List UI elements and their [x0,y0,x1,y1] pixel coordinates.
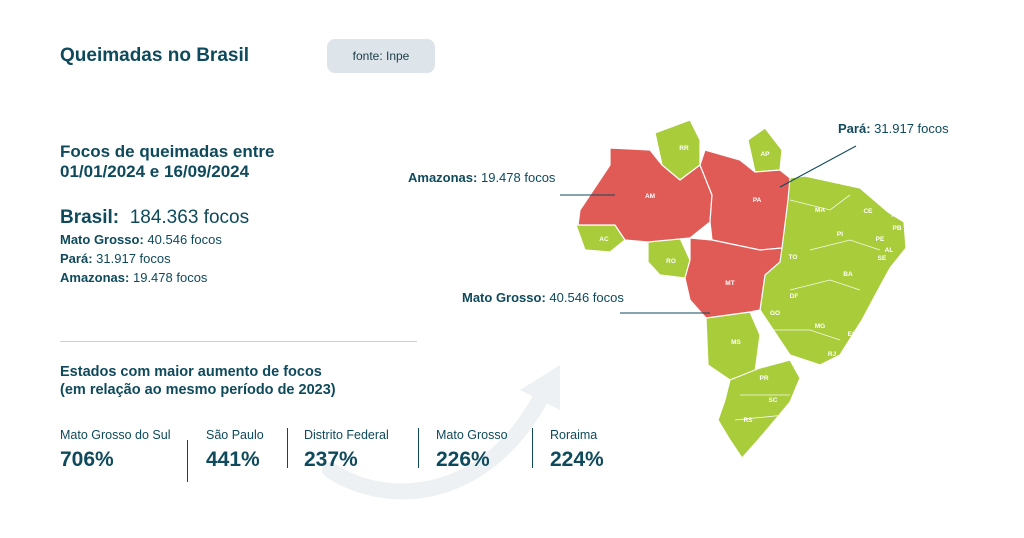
callout-value: 19.478 focos [480,170,556,185]
label-sc: SC [768,397,777,404]
increase-value: 224% [550,448,604,471]
stat-separator [287,428,288,468]
source-badge: fonte: Inpe [327,39,435,73]
increase-value: 226% [436,448,490,471]
state-south [717,359,801,459]
brazil-map: RR AP AM PA AC RO MT MA PI CE RN PB PE A… [560,119,907,459]
state-value: 40.546 focos [147,232,222,247]
page-title: Queimadas no Brasil [60,45,250,66]
state-ms [705,311,761,381]
label-rn: RN [891,212,901,219]
label-ce: CE [863,208,873,215]
increase-title-line1: Estados com maior aumento de focos [60,364,322,380]
divider [60,341,417,342]
label-al: AL [885,247,894,254]
state-name: Amazonas: [60,270,130,285]
state-value: 19.478 focos [132,270,208,285]
callout-amazonas: Amazonas: 19.478 focos [408,170,555,185]
callout-value: 40.546 focos [549,290,624,305]
state-borders [734,194,881,421]
callout-line-para [779,145,857,188]
increase-state: Distrito Federal [304,428,389,442]
callout-mato-grosso: Mato Grosso: 40.546 focos [462,290,624,305]
label-mg: MG [815,323,825,330]
label-ba: BA [843,271,853,278]
label-mt: MT [725,280,734,287]
increase-state: Mato Grosso do Sul [60,428,171,442]
state-mt [684,237,783,319]
label-pr: PR [759,375,768,382]
increase-item-sao-paulo: São Paulo 441% [206,428,264,472]
label-rs: RS [743,417,753,424]
stat-separator [532,428,533,468]
stat-separator [418,428,419,468]
label-pb: PB [892,225,901,232]
summary-state-amazonas: Amazonas: 19.478 focos [60,270,207,285]
stat-separator [187,440,188,482]
increase-item-mato-grosso: Mato Grosso 226% [436,428,508,472]
state-name: Mato Grosso: [60,232,144,247]
state-pa [699,149,791,251]
label-pi: PI [837,231,843,238]
label-to: TO [789,254,798,261]
brasil-total: Brasil: 184.363 focos [60,207,249,229]
summary-state-mato-grosso: Mato Grosso: 40.546 focos [60,232,222,247]
callout-name: Amazonas: [408,170,478,185]
summary-title-line1: Focos de queimadas entre [60,142,275,161]
label-ro: RO [666,258,676,265]
increase-title: Estados com maior aumento de focos (em r… [60,363,336,399]
label-am: AM [645,193,655,200]
label-se: SE [878,255,887,262]
label-es: ES [848,331,857,338]
summary-title: Focos de queimadas entre 01/01/2024 e 16… [60,142,274,182]
label-rj: RJ [828,351,837,358]
callout-para: Pará: 31.917 focos [838,121,949,136]
increase-item-distrito-federal: Distrito Federal 237% [304,428,389,472]
increase-value: 706% [60,448,114,471]
label-pa: PA [753,197,762,204]
summary-title-line2: 01/01/2024 e 16/09/2024 [60,162,250,181]
label-ac: AC [599,236,609,243]
callout-value: 31.917 focos [874,121,949,136]
state-value: 31.917 focos [96,251,171,266]
state-ap [747,127,783,173]
label-rr: RR [679,145,689,152]
label-df: DF [790,293,799,300]
increase-state: Roraima [550,428,598,442]
callout-name: Pará: [838,121,871,136]
label-ma: MA [815,207,825,214]
increase-item-mato-grosso-do-sul: Mato Grosso do Sul 706% [60,428,170,472]
callout-name: Mato Grosso: [462,290,546,305]
brasil-value: 184.363 focos [129,207,250,228]
increase-state: Mato Grosso [436,428,508,442]
increase-item-roraima: Roraima 224% [550,428,604,472]
label-ap: AP [760,151,770,158]
increase-value: 441% [206,448,260,471]
label-pe: PE [876,236,885,243]
label-sp: SP [783,355,792,362]
label-ms: MS [731,339,741,346]
summary-state-para: Pará: 31.917 focos [60,251,171,266]
increase-title-line2: (em relação ao mesmo período de 2023) [60,382,336,398]
label-go: GO [770,310,780,317]
increase-state: São Paulo [206,428,264,442]
state-name: Pará: [60,251,93,266]
increase-value: 237% [304,448,358,471]
decorative-arrow-icon [322,365,560,500]
brasil-label: Brasil: [60,207,120,228]
